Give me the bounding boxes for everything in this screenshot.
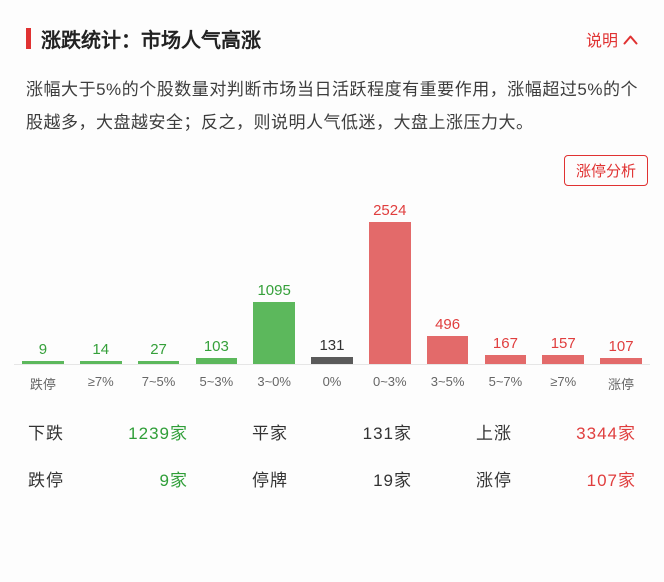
bar: [542, 355, 585, 365]
chart-column: 157: [534, 335, 592, 365]
bar: [137, 361, 180, 365]
summary-value: 107家: [586, 471, 636, 491]
chart-column: 167: [477, 335, 535, 365]
chart-column: 27: [130, 341, 188, 365]
axis-label: 3~5%: [430, 374, 465, 390]
chart-column: 496: [419, 316, 477, 365]
summary-row: 跌停 9家 停牌 19家 涨停 107家: [28, 466, 636, 491]
bar: [22, 361, 64, 365]
bar: [484, 355, 527, 365]
summary-item-flat: 平家 131家: [252, 419, 412, 444]
bar-value: 107: [608, 338, 634, 356]
axis-label: 涨停: [608, 377, 635, 393]
summary-item-limit-down: 跌停 9家: [28, 466, 188, 491]
description-text: 涨幅大于5%的个股数量对判断市场当日活跃程度有重要作用，涨幅超过5%的个股越多，…: [26, 80, 638, 133]
chart-column: 2524: [361, 202, 419, 365]
axis-label: 0~3%: [372, 374, 407, 390]
bar-value: 157: [550, 335, 576, 353]
bar-value: 103: [203, 338, 229, 356]
bar-value: 131: [319, 337, 345, 355]
summary-item-advance: 上涨 3344家: [476, 419, 636, 444]
axis-label: 3~0%: [257, 374, 291, 390]
axis-label: 5~7%: [488, 374, 523, 390]
chevron-up-icon: [623, 35, 638, 44]
help-label: 说明: [585, 32, 618, 50]
axis-label: 7~5%: [141, 374, 176, 390]
bar-value: 9: [38, 341, 48, 359]
axis-label: ≥7%: [550, 374, 577, 390]
bar-value: 2524: [373, 202, 407, 220]
bar-value: 1095: [257, 282, 291, 300]
button-row: 涨停分析: [14, 155, 648, 187]
help-link[interactable]: 说明: [586, 27, 638, 51]
summary-row: 下跌 1239家 平家 131家 上涨 3344家: [28, 419, 636, 444]
summary-value: 1239家: [128, 424, 188, 444]
bar: [426, 336, 469, 365]
chart-column: 103: [187, 338, 245, 365]
bar: [195, 358, 238, 365]
bar-value: 27: [150, 341, 167, 359]
bar: [600, 358, 642, 365]
limit-up-analysis-button[interactable]: 涨停分析: [563, 155, 648, 187]
title-accent-bar: [26, 28, 31, 49]
bars-row: 9 14 27 103 1095 131 2524 496 167 157 107: [14, 192, 650, 365]
title-wrap: 涨跌统计：市场人气高涨: [26, 24, 261, 53]
summary-value: 3344家: [576, 424, 636, 444]
axis-label: 0%: [322, 374, 342, 390]
axis-label: 5~3%: [199, 374, 234, 390]
summary-label: 停牌: [252, 471, 288, 491]
bar: [253, 302, 295, 365]
bar-value: 167: [492, 335, 518, 353]
chart-column: 9: [14, 341, 72, 365]
summary-item-limit-up: 涨停 107家: [476, 466, 636, 491]
bar-value: 14: [92, 341, 110, 359]
chart-column: 1095: [245, 282, 303, 365]
summary-item-suspended: 停牌 19家: [252, 466, 412, 491]
axis-label: 跌停: [29, 377, 56, 393]
summary-item-decline: 下跌 1239家: [28, 419, 188, 444]
summary-label: 上涨: [476, 424, 512, 444]
summary-label: 平家: [252, 424, 288, 444]
summary-value: 131家: [362, 424, 412, 444]
axis-row: 跌停 ≥7% 7~5% 5~3% 3~0% 0% 0~3% 3~5% 5~7% ≥7% 涨停: [14, 364, 650, 393]
page-title: 涨跌统计：市场人气高涨: [41, 30, 261, 52]
chart-column: 107: [592, 338, 650, 365]
summary-label: 涨停: [476, 471, 512, 491]
page: 涨跌统计：市场人气高涨 说明 涨幅大于5%的个股数量对判断市场当日活跃程度有重要…: [14, 24, 650, 491]
summary-value: 9家: [159, 471, 188, 491]
summary-label: 跌停: [28, 471, 64, 491]
bar: [311, 357, 353, 365]
chart-column: 131: [303, 337, 361, 365]
bar-chart: 9 14 27 103 1095 131 2524 496 167 157 107 跌停 ≥7% 7~5…: [14, 192, 650, 393]
bar-value: 496: [435, 316, 461, 334]
summary-label: 下跌: [28, 424, 64, 444]
axis-label: ≥7%: [87, 374, 114, 390]
bar: [368, 222, 411, 365]
header: 涨跌统计：市场人气高涨 说明: [14, 24, 650, 53]
summary-value: 19家: [373, 471, 412, 491]
summary: 下跌 1239家 平家 131家 上涨 3344家 跌停 9家 停牌 19家 涨: [28, 419, 636, 491]
chart-column: 14: [72, 341, 130, 365]
bar: [79, 361, 122, 365]
